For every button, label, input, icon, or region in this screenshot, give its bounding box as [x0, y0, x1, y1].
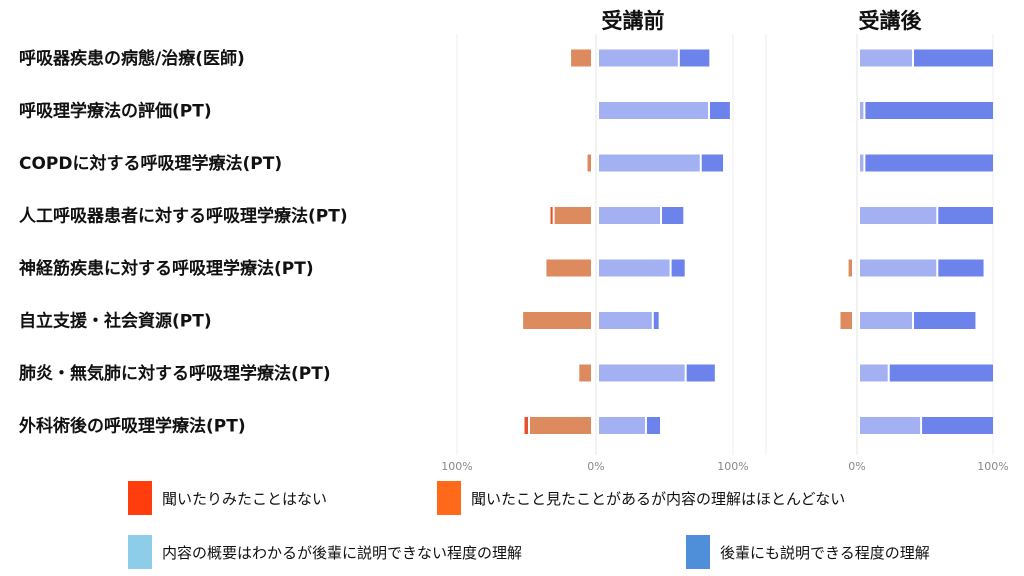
row-label: 自立支援・社会資源(PT)	[19, 311, 212, 332]
bar-segment	[860, 259, 937, 277]
row-label: 肺炎・無気肺に対する呼吸理学療法(PT)	[19, 363, 331, 384]
bar-segment	[599, 417, 645, 434]
row-label: 人工呼吸器患者に対する呼吸理学療法(PT)	[19, 206, 348, 227]
panel-title: 受講後	[859, 9, 923, 33]
legend-label: 後輩にも説明できる程度の理解	[720, 543, 930, 562]
legend-swatch	[686, 535, 710, 569]
tick-label: 100%	[717, 460, 748, 473]
bar-segment	[865, 154, 993, 172]
legend-label: 聞いたりみたことはない	[162, 489, 328, 508]
row-label: 呼吸器疾患の病態/治療(医師)	[19, 48, 245, 69]
legend-item-heard-little-understanding: 聞いたこと見たことがあるが内容の理解はほとんどない	[437, 481, 845, 515]
bar-segment	[938, 207, 993, 224]
bar-segment	[914, 49, 993, 67]
bar-segment	[599, 207, 661, 224]
legend-label: 内容の概要はわかるが後輩に説明できない程度の理解	[162, 543, 523, 562]
bar-segment	[646, 417, 661, 434]
bar-segment	[653, 312, 659, 329]
bar-segment	[599, 49, 678, 67]
row-label: 外科術後の呼吸理学療法(PT)	[19, 416, 246, 437]
bar-segment	[671, 259, 685, 277]
row-label: 神経筋疾患に対する呼吸理学療法(PT)	[19, 258, 314, 279]
bar-segment	[860, 312, 912, 329]
tick-label: 0%	[848, 460, 865, 473]
bar-segment	[865, 102, 993, 119]
bar-segment	[599, 259, 670, 277]
bar-segment	[599, 154, 700, 172]
bar-segment	[571, 49, 591, 67]
bar-segment	[662, 207, 684, 224]
tick-label: 0%	[587, 460, 604, 473]
bar-segment	[579, 364, 591, 382]
bar-segment	[840, 312, 852, 329]
bar-segment	[599, 312, 652, 329]
legend-swatch	[128, 481, 152, 515]
bar-segment	[587, 154, 591, 172]
bar-segment	[938, 259, 984, 277]
bar-segment	[922, 417, 993, 434]
bar-segment	[889, 364, 993, 382]
bar-segment	[848, 259, 852, 277]
bar-segment	[860, 49, 912, 67]
row-label: 呼吸理学療法の評価(PT)	[19, 101, 212, 122]
row-label: COPDに対する呼吸理学療法(PT)	[19, 153, 282, 174]
bar-segment	[860, 417, 921, 434]
bar-segment	[554, 207, 591, 224]
legend-label: 聞いたこと見たことがあるが内容の理解はほとんどない	[471, 489, 846, 508]
bar-segment	[860, 102, 864, 119]
tick-label: 100%	[977, 460, 1008, 473]
bar-segment	[860, 154, 864, 172]
bar-segment	[860, 207, 937, 224]
panel-title: 受講前	[602, 9, 665, 33]
legend-item-understand-outline: 内容の概要はわかるが後輩に説明できない程度の理解	[128, 535, 522, 569]
bar-segment	[599, 364, 685, 382]
bar-segment	[860, 364, 888, 382]
bar-segment	[550, 207, 553, 224]
bar-segment	[679, 49, 710, 67]
tick-label: 100%	[441, 460, 472, 473]
bar-segment	[599, 102, 708, 119]
legend-item-never-heard: 聞いたりみたことはない	[128, 481, 327, 515]
legend-swatch	[128, 535, 152, 569]
bar-segment	[523, 312, 591, 329]
bar-segment	[546, 259, 591, 277]
bar-segment	[709, 102, 730, 119]
bar-segment	[914, 312, 976, 329]
bar-segment	[686, 364, 715, 382]
bar-segment	[524, 417, 528, 434]
bar-segment	[529, 417, 591, 434]
bar-segment	[701, 154, 724, 172]
legend-item-can-explain: 後輩にも説明できる程度の理解	[686, 535, 930, 569]
legend-swatch	[437, 481, 461, 515]
